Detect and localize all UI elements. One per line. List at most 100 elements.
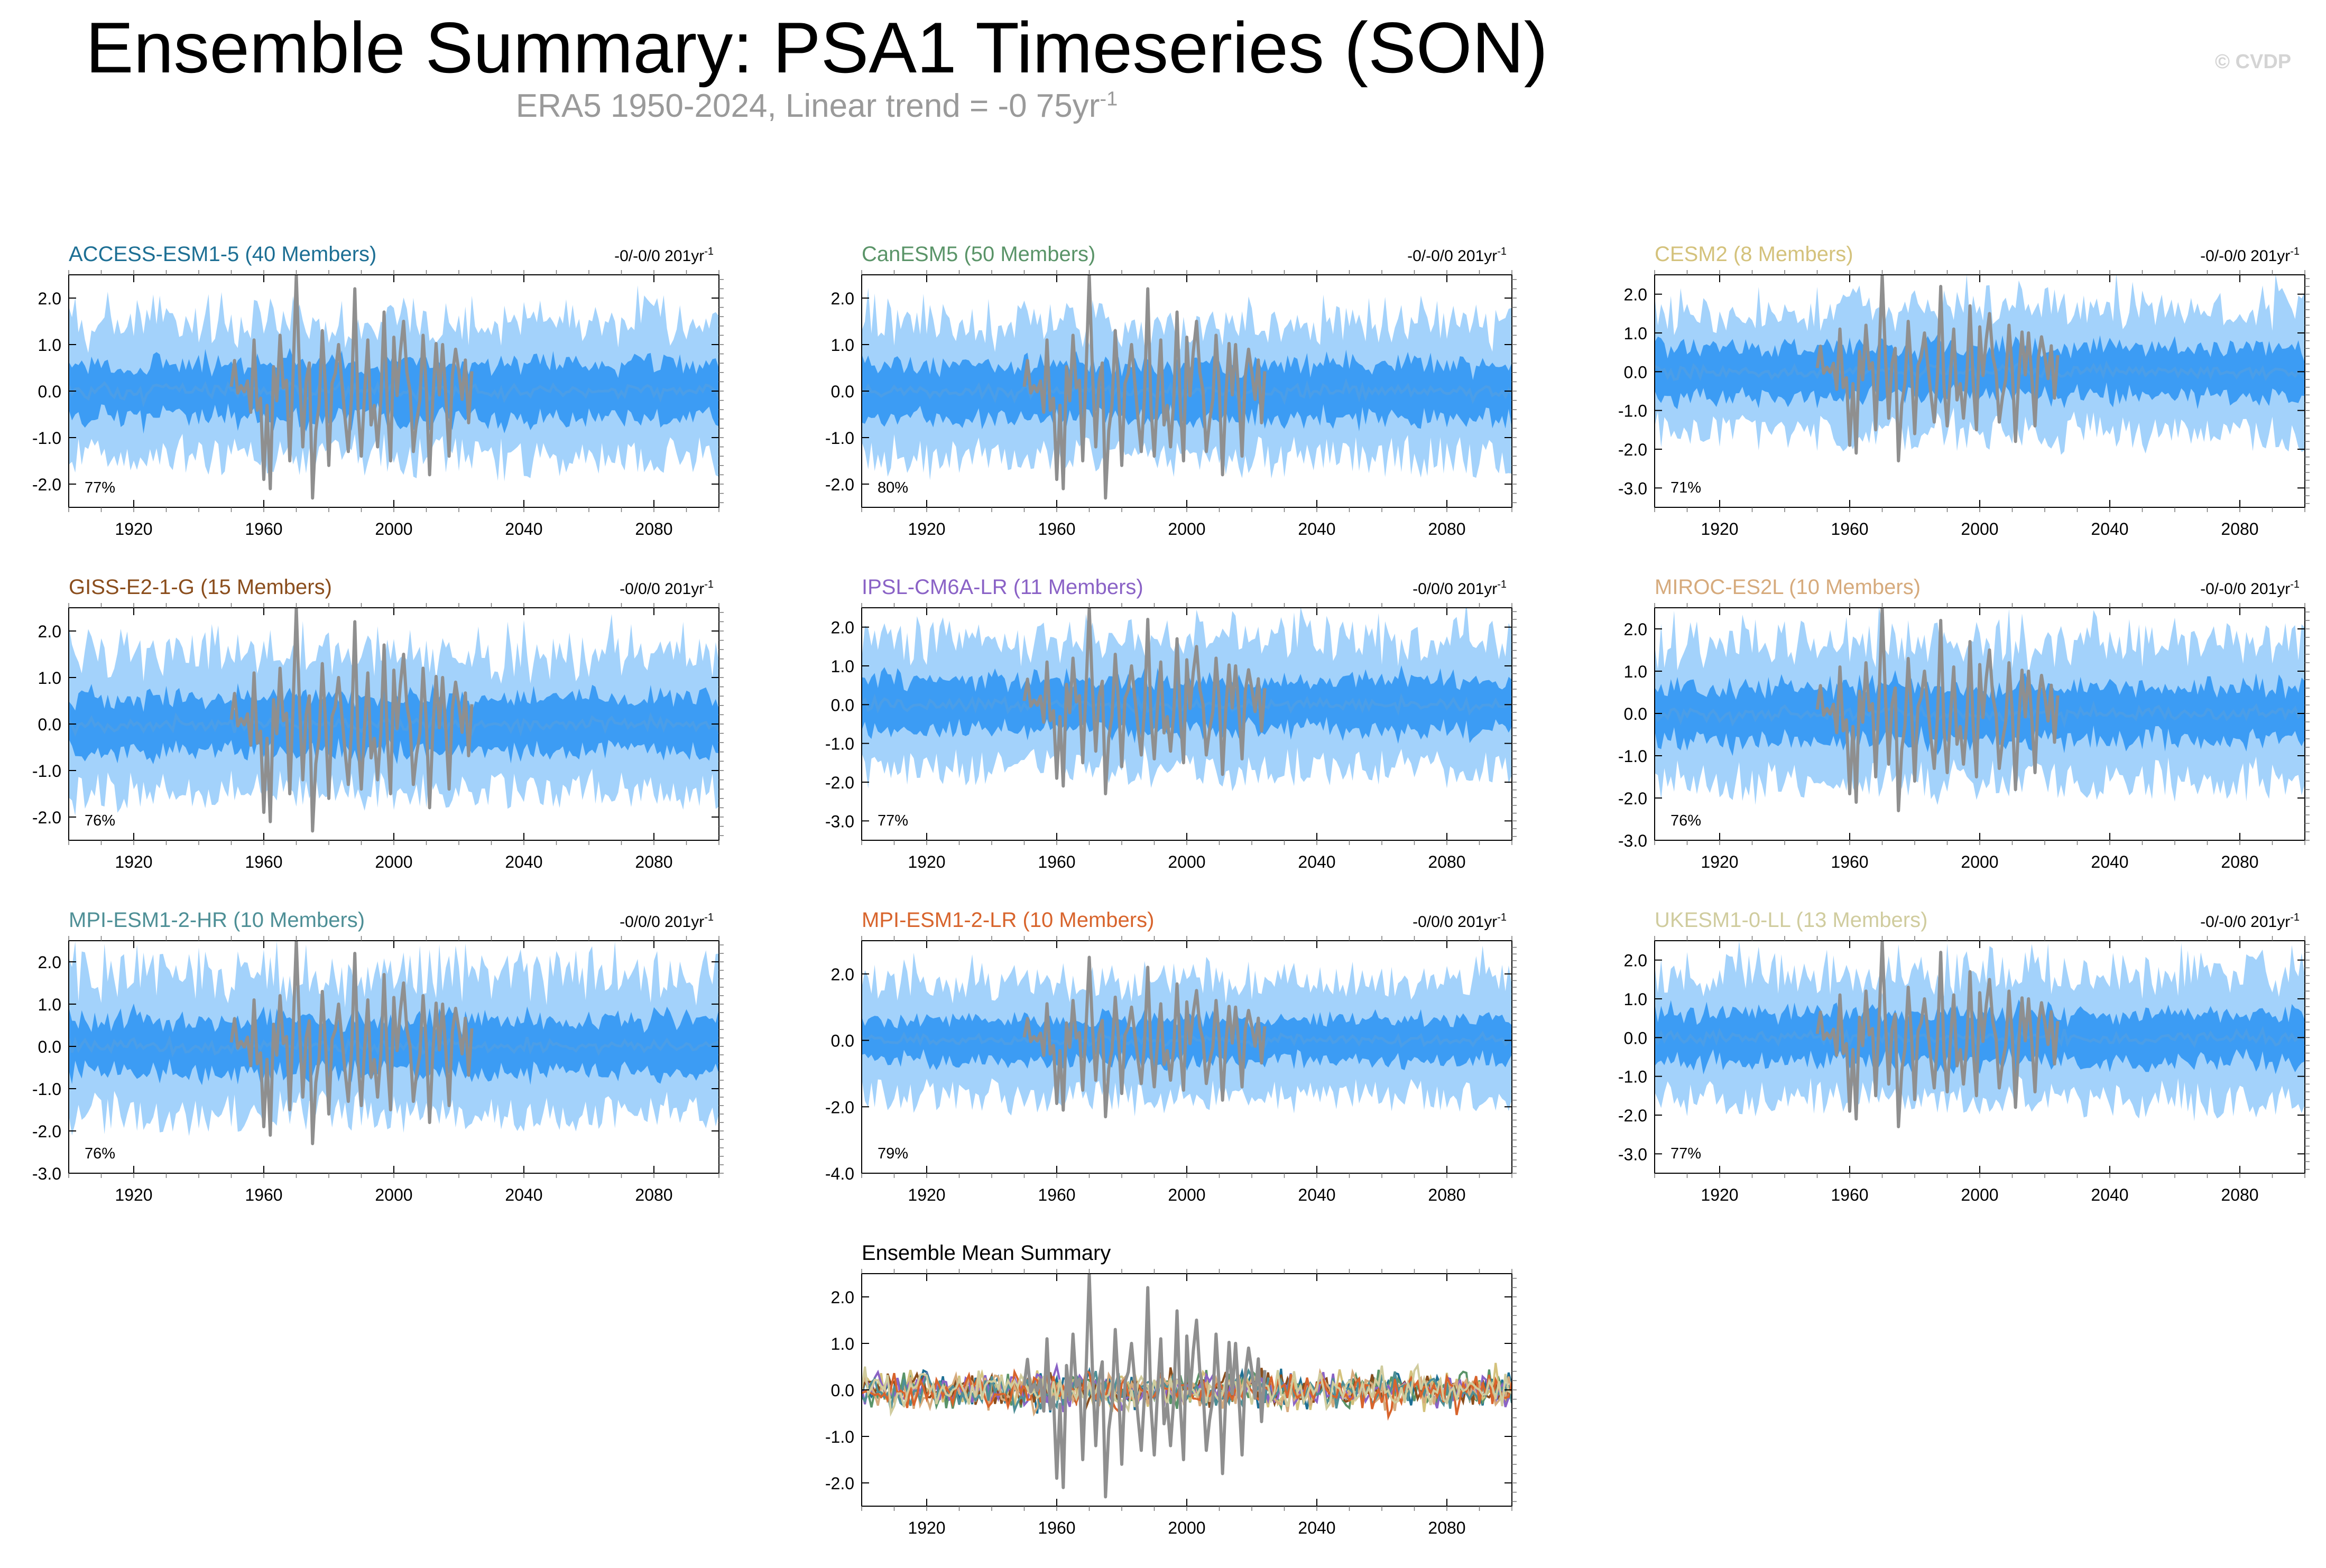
x-tick-label: 1920: [908, 852, 945, 871]
x-tick-label: 2040: [505, 852, 542, 871]
trend-label: -0/-0/0 201yr-1: [2200, 246, 2300, 265]
y-tick-label: 1.0: [831, 657, 854, 676]
y-tick-label: 0.0: [38, 382, 61, 401]
x-tick-label: 1960: [1831, 1185, 1868, 1204]
percent-label: 79%: [878, 1145, 908, 1162]
chart-panel-8: MPI-ESM1-2-LR (10 Members) -0/0/0 201yr-1…: [825, 908, 1517, 1204]
x-tick-label: 2000: [1168, 1185, 1205, 1204]
x-tick-label: 2000: [1168, 519, 1205, 539]
x-tick-label: 1960: [1038, 519, 1075, 539]
y-tick-label: 2.0: [1624, 951, 1647, 970]
plot-area: [862, 275, 1512, 500]
x-tick-label: 2000: [1961, 852, 1998, 871]
x-tick-label: 2080: [2221, 1185, 2258, 1204]
ensemble-mean-line: [1655, 1025, 2305, 1048]
x-tick-label: 2000: [1168, 852, 1205, 871]
y-tick-label: -2.0: [1618, 789, 1647, 808]
x-tick-label: 2080: [635, 1185, 672, 1204]
x-tick-label: 2080: [1428, 519, 1465, 539]
observed-timeseries-line: [1815, 275, 2060, 462]
y-tick-label: 0.0: [38, 1037, 61, 1056]
x-tick-label: 2040: [1298, 519, 1335, 539]
panel-title: UKESM1-0-LL (13 Members): [1655, 908, 1927, 932]
chart-panel-1: ACCESS-ESM1-5 (40 Members) -0/-0/0 201yr-…: [32, 243, 724, 539]
x-tick-label: 2000: [375, 519, 412, 539]
y-tick-label: -2.0: [1618, 1106, 1647, 1125]
percent-label: 77%: [1670, 1145, 1701, 1162]
y-tick-label: 0.0: [831, 695, 854, 715]
observed-timeseries-line: [1815, 941, 2060, 1128]
y-tick-label: 1.0: [38, 336, 61, 355]
y-tick-label: -1.0: [1618, 402, 1647, 421]
x-tick-label: 1960: [1831, 519, 1868, 539]
y-tick-label: 2.0: [831, 618, 854, 637]
y-tick-label: 1.0: [1624, 324, 1647, 343]
y-tick-label: -2.0: [825, 1098, 854, 1117]
x-tick-label: 2040: [2091, 852, 2128, 871]
subtitle-text: ERA5 1950-2024, Linear trend = -0 75yr: [515, 88, 1100, 124]
panel-title: GISS-E2-1-G (15 Members): [69, 576, 332, 599]
y-tick-label: -2.0: [32, 1122, 61, 1141]
trend-label: -0/-0/0 201yr-1: [614, 246, 714, 265]
y-tick-label: -2.0: [32, 475, 61, 494]
x-tick-label: 2040: [1298, 852, 1335, 871]
chart-panel-4: GISS-E2-1-G (15 Members) -0/0/0 201yr-1 -2…: [32, 576, 724, 871]
y-tick-label: 2.0: [38, 622, 61, 641]
y-tick-label: -1.0: [1618, 1068, 1647, 1087]
x-tick-label: 2040: [2091, 1185, 2128, 1204]
y-tick-label: -1.0: [1618, 747, 1647, 766]
observed-timeseries-line: [1022, 1274, 1267, 1499]
y-tick-label: 2.0: [1624, 620, 1647, 639]
observed-timeseries-line: [229, 608, 474, 833]
y-tick-label: -1.0: [825, 1427, 854, 1446]
x-tick-label: 2080: [635, 852, 672, 871]
page-subtitle: ERA5 1950-2024, Linear trend = -0 75yr-1: [0, 87, 1633, 125]
chart-panel-10: Ensemble Mean Summary -2.0 -1.0 0.0 1.0 2.0 19…: [825, 1241, 1517, 1537]
plot-area: [69, 608, 719, 833]
trend-label: -0/-0/0 201yr-1: [2200, 579, 2300, 598]
chart-panel-6: MIROC-ES2L (10 Members) -0/-0/0 201yr-1 -3…: [1618, 576, 2310, 871]
x-tick-label: 2000: [1961, 519, 1998, 539]
y-tick-label: 2.0: [38, 289, 61, 308]
chart-panel-2: CanESM5 (50 Members) -0/-0/0 201yr-1 -2.0 -…: [825, 243, 1517, 539]
x-tick-label: 2040: [1298, 1518, 1335, 1537]
x-tick-label: 1920: [115, 519, 152, 539]
x-tick-label: 2000: [1168, 1518, 1205, 1537]
plot-area: [862, 945, 1512, 1119]
observed-timeseries-line: [1022, 955, 1267, 1119]
plot-area: [862, 608, 1512, 795]
page-title: Ensemble Summary: PSA1 Timeseries (SON): [85, 7, 1548, 88]
x-tick-label: 1920: [1701, 852, 1738, 871]
y-tick-label: -2.0: [825, 475, 854, 494]
x-tick-label: 2080: [635, 519, 672, 539]
y-tick-label: 1.0: [1624, 990, 1647, 1009]
y-tick-label: -1.0: [825, 735, 854, 754]
y-tick-label: 2.0: [831, 1288, 854, 1307]
y-tick-label: -1.0: [32, 762, 61, 781]
y-tick-label: 1.0: [38, 995, 61, 1014]
x-tick-label: 1920: [1701, 519, 1738, 539]
x-tick-label: 1960: [245, 852, 282, 871]
percent-label: 77%: [878, 812, 908, 829]
x-tick-label: 2000: [375, 1185, 412, 1204]
observed-timeseries-line: [229, 941, 474, 1145]
percent-label: 71%: [1670, 479, 1701, 496]
x-tick-label: 1920: [908, 1518, 945, 1537]
observed-timeseries-line: [229, 275, 474, 500]
x-tick-label: 1920: [908, 1185, 945, 1204]
y-tick-label: -2.0: [825, 773, 854, 792]
x-tick-label: 2080: [1428, 1185, 1465, 1204]
plot-area: [1655, 608, 2305, 812]
y-tick-label: 0.0: [38, 715, 61, 734]
y-tick-label: 0.0: [1624, 1028, 1647, 1047]
trend-label: -0/0/0 201yr-1: [1413, 579, 1507, 598]
credit-watermark: © CVDP: [2215, 51, 2292, 73]
y-tick-label: 0.0: [831, 382, 854, 401]
y-tick-label: 0.0: [1624, 363, 1647, 382]
percent-label: 76%: [85, 1145, 115, 1162]
y-tick-label: 1.0: [831, 336, 854, 355]
y-tick-label: 2.0: [38, 953, 61, 972]
chart-panel-3: CESM2 (8 Members) -0/-0/0 201yr-1 -3.0 -2.0…: [1618, 243, 2310, 539]
x-tick-label: 2040: [505, 519, 542, 539]
y-tick-label: 0.0: [1624, 704, 1647, 723]
